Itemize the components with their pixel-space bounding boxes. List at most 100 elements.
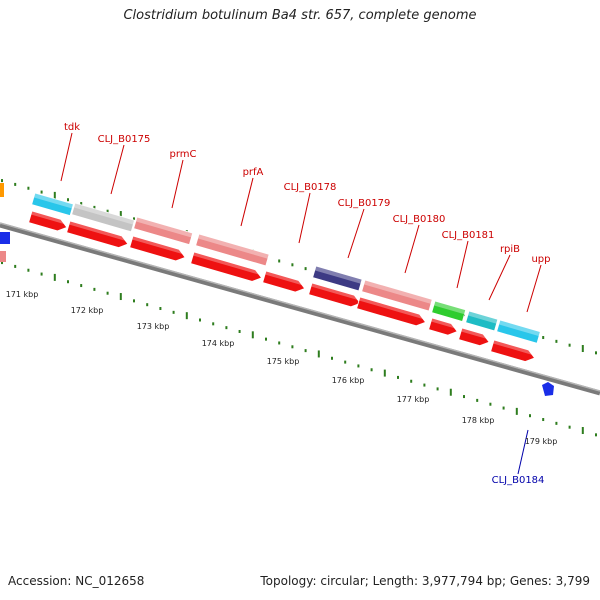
inner-tick	[581, 427, 584, 435]
inner-tick	[595, 433, 597, 437]
inner-tick	[423, 383, 426, 387]
label-leader-line	[517, 429, 529, 475]
outer-tick	[581, 345, 584, 353]
kbp-label: 175 kbp	[267, 357, 300, 366]
inner-tick	[93, 287, 96, 291]
label-leader-line	[171, 159, 184, 209]
outer-tick	[1, 179, 3, 183]
feature-block	[465, 310, 499, 332]
inner-tick	[529, 414, 531, 418]
inner-tick	[370, 368, 373, 372]
cds-arrow	[490, 339, 536, 362]
feature-track	[0, 183, 554, 396]
cds-arrow	[129, 235, 186, 262]
edge-feature-blue	[0, 232, 10, 244]
genome-backbone	[0, 222, 600, 396]
outer-tick	[542, 336, 545, 340]
inner-tick	[67, 280, 69, 284]
inner-tick	[265, 337, 267, 341]
kbp-label: 172 kbp	[71, 306, 104, 315]
inner-tick	[489, 402, 492, 406]
feature-label-CLJ_B0179: CLJ_B0179	[338, 198, 391, 209]
outer-tick	[106, 209, 109, 213]
label-leader-line	[456, 240, 469, 289]
label-leader-line	[526, 264, 542, 313]
kbp-label: 178 kbp	[462, 416, 495, 425]
feature-label-rpiB: rpiB	[500, 244, 520, 255]
inner-tick	[238, 329, 241, 333]
inner-tick	[53, 273, 56, 281]
outer-tick	[119, 211, 122, 219]
inner-tick	[212, 322, 215, 326]
label-leader-line	[240, 177, 254, 227]
kbp-scale: 171 kbp 172 kbp 173 kbp 174 kbp 175 kbp 176 k…	[6, 290, 558, 446]
label-leader-line	[60, 132, 73, 182]
edge-feature-orange	[0, 183, 4, 197]
feature-label-CLJ_B0180: CLJ_B0180	[393, 214, 446, 225]
feature-label-CLJ_B0184: CLJ_B0184	[492, 475, 545, 486]
outer-tick	[80, 202, 83, 206]
inner-tick-ring	[1, 261, 597, 437]
feature-block	[361, 279, 433, 312]
inner-tick	[568, 425, 571, 429]
inner-tick	[397, 375, 399, 379]
inner-tick	[80, 284, 83, 288]
cds-arrow	[262, 270, 306, 293]
inner-tick	[304, 349, 307, 353]
outer-tick	[568, 343, 571, 347]
kbp-label: 177 kbp	[397, 395, 430, 404]
outer-tick	[133, 217, 135, 221]
label-leader-line	[488, 254, 511, 301]
feature-label-CLJ_B0175: CLJ_B0175	[98, 134, 151, 145]
outer-tick	[40, 190, 43, 194]
feature-label-tdk: tdk	[64, 122, 80, 133]
map-title: Clostridium botulinum Ba4 str. 657, comp…	[123, 8, 477, 23]
inner-tick	[436, 387, 439, 391]
cds-arrow	[356, 296, 427, 327]
inner-tick	[410, 379, 413, 383]
feature-block-CLJ_B0184	[542, 382, 554, 396]
outer-tick	[555, 339, 558, 343]
feature-label-prfA: prfA	[243, 167, 264, 178]
feature-block	[312, 265, 363, 292]
feature-label-prmC: prmC	[169, 149, 196, 160]
inner-tick	[542, 418, 545, 422]
inner-tick	[14, 264, 17, 268]
feature-label-upp: upp	[531, 254, 550, 265]
inner-tick	[291, 345, 294, 349]
cds-arrow	[458, 327, 490, 347]
backbone-highlight	[0, 222, 600, 392]
feature-block	[496, 319, 541, 344]
kbp-label: 179 kbp	[525, 437, 558, 446]
label-leader-line	[298, 192, 311, 244]
inner-tick	[449, 388, 452, 396]
inner-tick	[133, 299, 135, 303]
inner-tick	[40, 272, 43, 276]
inner-tick	[383, 369, 386, 377]
inner-tick	[331, 356, 333, 360]
genome-summary-text: Topology: circular; Length: 3,977,794 bp…	[260, 574, 590, 588]
feature-block	[71, 202, 136, 233]
cds-arrow	[28, 210, 68, 232]
outer-tick	[53, 191, 56, 199]
accession-text: Accession: NC_012658	[8, 574, 145, 588]
cds-arrow	[428, 317, 458, 336]
outer-tick	[278, 259, 281, 263]
inner-tick	[1, 261, 3, 265]
cds-arrow	[190, 251, 263, 282]
outer-tick	[304, 267, 307, 271]
kbp-label: 173 kbp	[137, 322, 170, 331]
kbp-label: 174 kbp	[202, 339, 235, 348]
outer-tick	[67, 198, 69, 202]
inner-tick	[199, 318, 201, 322]
feature-labels: tdkCLJ_B0175prmCprfACLJ_B0178CLJ_B0179CL…	[60, 122, 551, 486]
label-leader-line	[404, 224, 420, 274]
inner-tick	[106, 291, 109, 295]
outer-tick	[291, 263, 294, 267]
inner-tick	[476, 398, 479, 402]
outer-tick	[27, 186, 30, 190]
label-leader-line	[110, 144, 125, 195]
inner-tick	[344, 360, 347, 364]
cds-arrow	[66, 220, 129, 248]
